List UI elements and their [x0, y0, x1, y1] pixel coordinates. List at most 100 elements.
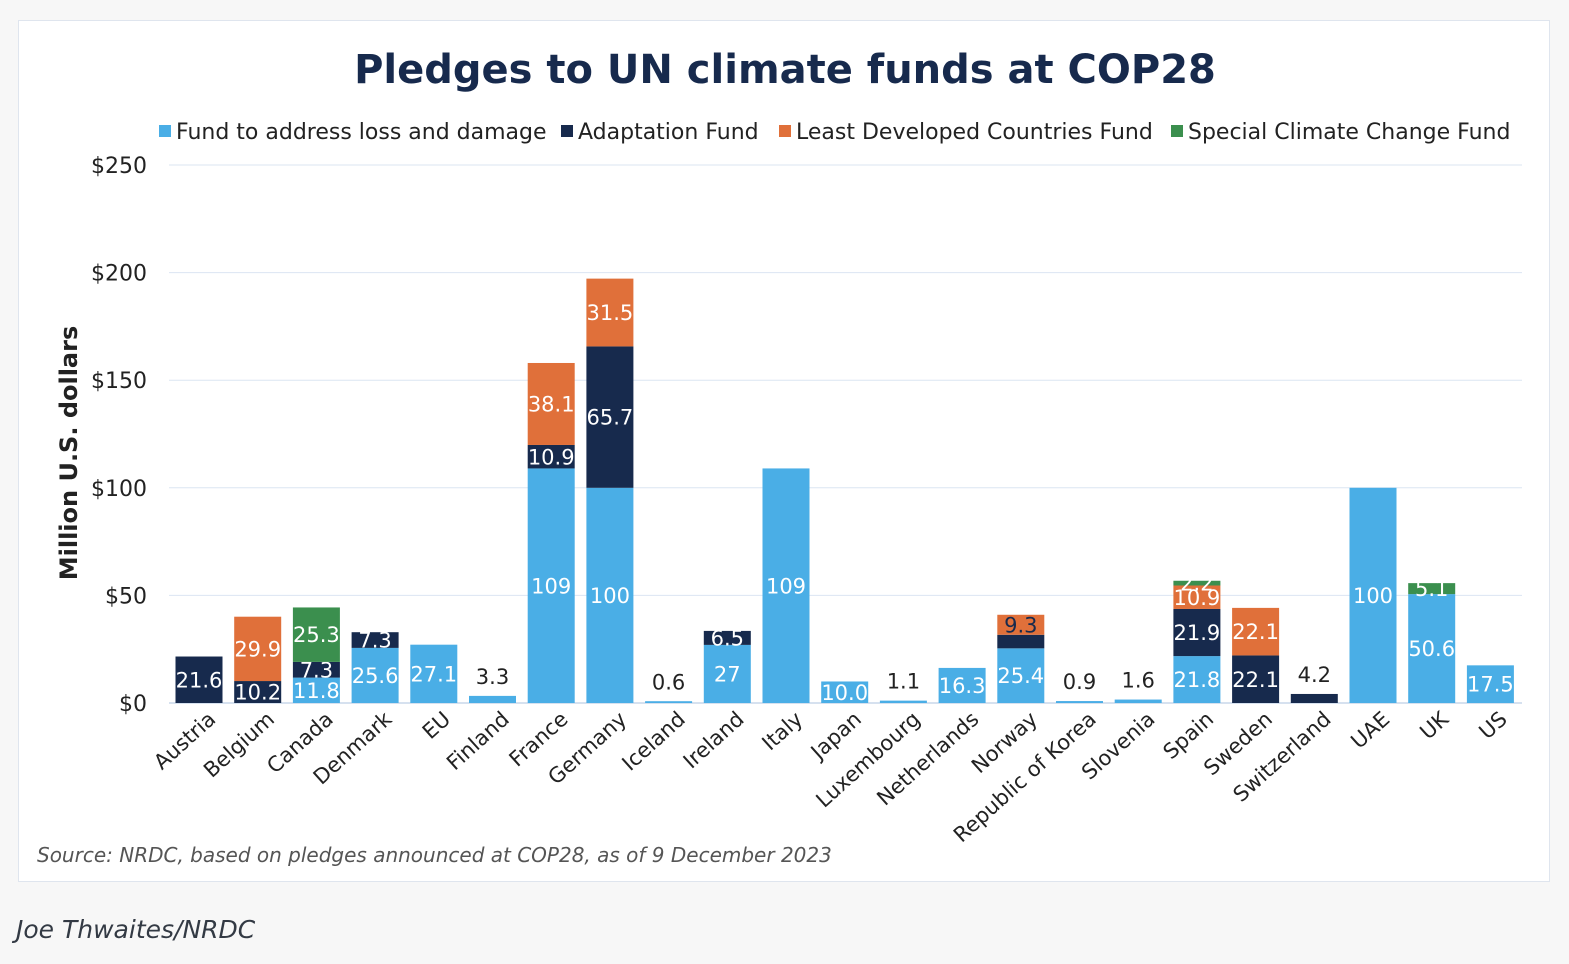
- bar-segment: [762, 468, 810, 703]
- bar-stack: 0.9: [1056, 670, 1103, 703]
- data-label: 31.5: [587, 301, 634, 325]
- bar-segment: [1056, 701, 1103, 703]
- total-label: 4.2: [1298, 663, 1331, 687]
- total-label: 0.9: [1063, 670, 1096, 694]
- bar-stack: 276.5: [703, 626, 751, 703]
- bar-segment: [938, 667, 986, 703]
- bar-segment: [292, 661, 340, 678]
- bar-segment: [292, 677, 340, 703]
- bar-segment: [175, 656, 223, 703]
- bar-segment: [527, 468, 575, 703]
- data-label: 21.9: [1174, 621, 1221, 645]
- bar-segment: [1173, 580, 1221, 586]
- legend-swatch: [561, 125, 573, 137]
- data-label: 17.5: [1467, 673, 1514, 697]
- bar-stack: 109 10.9 38.1: [527, 362, 575, 703]
- source-note: Source: NRDC, based on pledges announced…: [37, 843, 832, 867]
- bar-segment: [1408, 594, 1456, 703]
- data-label: 25.4: [997, 664, 1044, 688]
- data-label: 100: [590, 584, 630, 608]
- legend-swatch: [779, 125, 791, 137]
- bar-segment: [292, 607, 340, 662]
- bar-segment: [586, 278, 634, 347]
- y-axis: $0 $50 $100 $150 $200 $250: [91, 154, 147, 717]
- x-tick-label: UAE: [1346, 707, 1394, 754]
- legend-label: Adaptation Fund: [578, 120, 759, 145]
- bar-stack: 100: [1349, 487, 1397, 703]
- bar-stack: 21.6: [175, 656, 223, 703]
- data-label: 10.2: [234, 681, 281, 705]
- bar-stack: 0.6: [645, 671, 693, 703]
- bar-stack: 25.6 7.3: [351, 629, 399, 703]
- data-label: 22.1: [1232, 668, 1279, 692]
- bar-stack: 10.2 29.9: [234, 616, 282, 705]
- bar-segment: [586, 346, 634, 488]
- bar-stack: 1.6: [1114, 669, 1162, 703]
- data-label: 65.7: [587, 406, 634, 430]
- bar-stack: 109: [762, 468, 810, 703]
- data-label: 100: [1353, 584, 1393, 608]
- bar-stack: 4.2: [1290, 663, 1338, 703]
- data-label: 11.8: [293, 679, 340, 703]
- data-label: 16.3: [939, 674, 986, 698]
- bar-stack: 10.0: [821, 681, 869, 705]
- y-tick-label: $0: [119, 692, 147, 717]
- data-label: 5.1: [1415, 577, 1448, 601]
- bar-segment: [234, 616, 282, 682]
- bar-segment: [645, 701, 693, 703]
- x-tick-label: Italy: [757, 707, 807, 755]
- data-label: 109: [766, 574, 806, 598]
- bar-segment: [1173, 656, 1221, 703]
- y-tick-label: $150: [91, 369, 147, 394]
- data-label: 10.9: [1174, 586, 1221, 610]
- y-axis-label: Million U.S. dollars: [55, 326, 83, 581]
- bar-segment: [997, 614, 1045, 635]
- x-tick-label: Finland: [442, 707, 514, 775]
- y-tick-label: $250: [91, 154, 147, 179]
- bar-stack: 21.8 21.9 10.92.2: [1173, 572, 1221, 703]
- y-tick-label: $50: [105, 584, 147, 609]
- data-label: 29.9: [234, 637, 281, 661]
- bar-stack: 50.6 5.1: [1408, 577, 1456, 703]
- data-label: 7.3: [300, 658, 333, 682]
- data-label: 9.3: [1004, 613, 1037, 637]
- bar-segment: [1349, 487, 1397, 703]
- bar-segment: [351, 647, 399, 703]
- stacked-bar-chart: Pledges to UN climate funds at COP28 Fun…: [37, 47, 1522, 867]
- total-label: 0.6: [652, 671, 685, 695]
- bar-segment: [234, 681, 282, 703]
- data-label: 10.0: [821, 681, 868, 705]
- legend-swatch: [1171, 125, 1183, 137]
- bar-stack: 22.1 22.1: [1232, 607, 1280, 703]
- data-label: 7.3: [358, 629, 391, 653]
- bars: 21.610.229.911.87.325.325.67.327.1 3.3109…: [175, 278, 1514, 705]
- x-tick-label: US: [1474, 707, 1511, 744]
- bar-segment: [469, 695, 516, 703]
- bar-segment: [586, 487, 634, 703]
- chart-title: Pledges to UN climate funds at COP28: [354, 47, 1216, 93]
- bar-segment: [1466, 665, 1514, 703]
- total-label: 1.6: [1121, 669, 1154, 693]
- bar-stack: 17.5: [1466, 665, 1514, 703]
- data-label: 27: [714, 663, 741, 687]
- legend-label: Fund to address loss and damage: [176, 120, 547, 145]
- bar-segment: [703, 630, 751, 645]
- bar-segment: [527, 444, 575, 469]
- bar-stack: 16.3: [938, 667, 986, 703]
- data-label: 38.1: [528, 393, 575, 417]
- x-tick-label: Ireland: [679, 707, 749, 773]
- x-tick-label: Iceland: [617, 707, 690, 776]
- x-tick-label: Netherlands: [872, 707, 983, 810]
- bar-segment: [527, 362, 575, 445]
- bar-segment: [997, 634, 1045, 649]
- bar-segment: [351, 632, 399, 648]
- data-label: 25.6: [352, 664, 399, 688]
- photo-credit: Joe Thwaites/NRDC: [16, 915, 256, 944]
- total-label: 1.1: [887, 670, 920, 694]
- bar-stack: 27.1: [410, 644, 458, 703]
- x-tick-label: UK: [1415, 706, 1454, 744]
- data-label: 109: [531, 574, 571, 598]
- x-tick-label: EU: [418, 707, 455, 744]
- legend-label: Least Developed Countries Fund: [796, 120, 1153, 145]
